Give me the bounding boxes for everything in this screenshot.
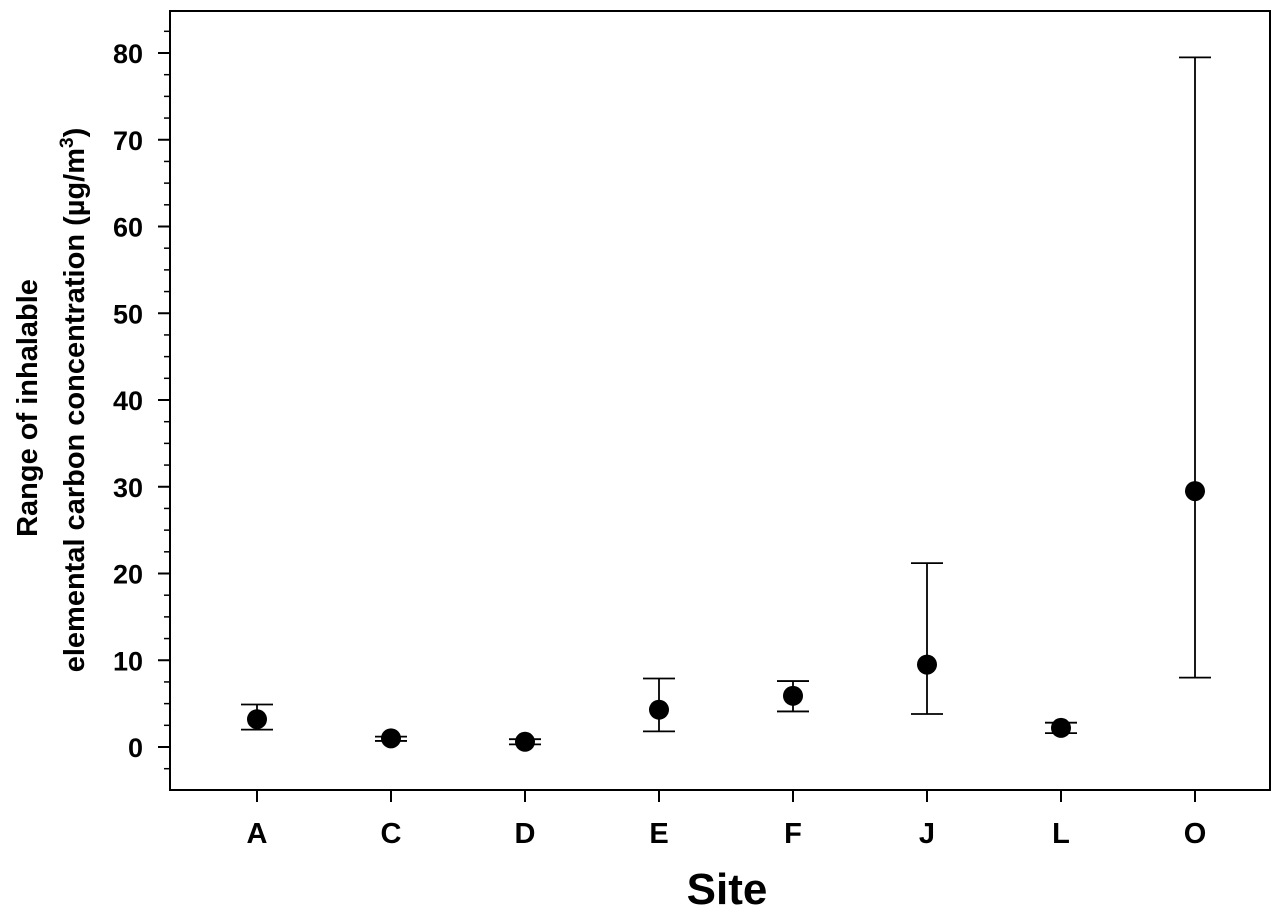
x-tick-label: L <box>1052 818 1070 850</box>
x-tick-label: O <box>1184 818 1207 850</box>
y-tick-label: 80 <box>113 39 143 69</box>
x-tick-label: A <box>247 818 268 850</box>
x-tick-label: D <box>515 818 536 850</box>
y-axis-title-superscript: 3 <box>57 137 78 148</box>
y-axis-title-close: ) <box>59 128 91 138</box>
y-axis-title-line-2: elemental carbon concentration (µg/m3) <box>57 128 91 673</box>
data-point <box>247 709 267 730</box>
y-tick-label: 30 <box>113 473 143 503</box>
data-point <box>783 685 803 706</box>
y-tick-label: 20 <box>113 560 143 590</box>
error-bars <box>241 56 1211 746</box>
x-tick-label: E <box>649 818 668 850</box>
y-tick-label: 70 <box>113 126 143 156</box>
y-tick-label: 10 <box>113 646 143 676</box>
x-tick-label: J <box>919 818 935 850</box>
x-axis-title: Site <box>687 865 768 912</box>
y-tick-label: 50 <box>113 299 143 329</box>
y-axis-title-line-1: Range of inhalable <box>12 279 44 537</box>
data-points <box>247 481 1205 752</box>
y-tick-labels: 0 10 20 30 40 50 60 70 80 <box>113 39 143 763</box>
y-tick-label: 40 <box>113 386 143 416</box>
x-tick-label: C <box>381 818 402 850</box>
x-tick-label: F <box>784 818 802 850</box>
y-axis-title-main: elemental carbon concentration (µg/m <box>59 148 91 672</box>
y-tick-label: 60 <box>113 213 143 243</box>
data-point <box>381 728 401 749</box>
data-point <box>649 699 669 720</box>
x-ticks <box>256 790 1196 802</box>
data-point <box>1051 717 1071 738</box>
y-tick-label: 0 <box>128 733 143 763</box>
plot-frame <box>169 10 1271 791</box>
y-major-ticks <box>158 52 170 748</box>
data-point <box>515 731 535 752</box>
data-point <box>917 654 937 675</box>
data-point <box>1185 481 1205 502</box>
